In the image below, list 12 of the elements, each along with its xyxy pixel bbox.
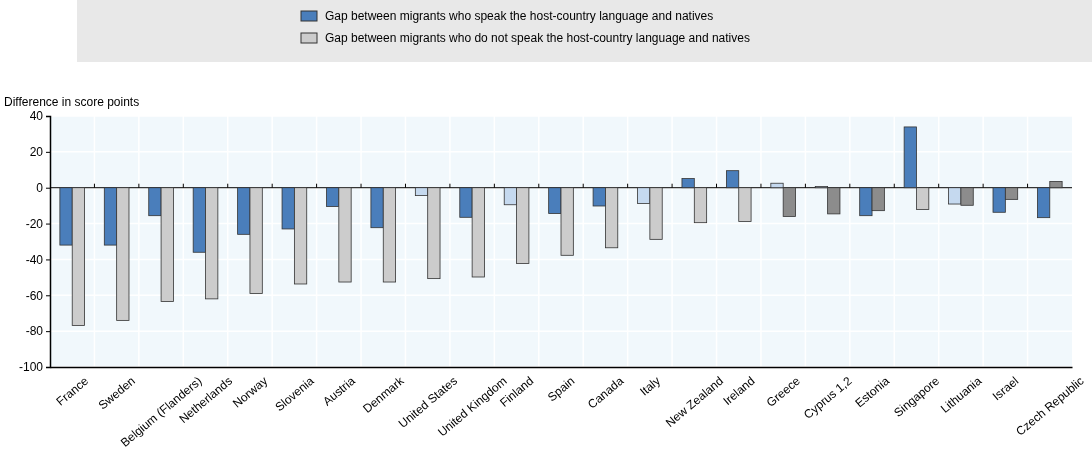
y-axis-title: Difference in score points	[4, 95, 140, 109]
y-tick-label: -20	[25, 216, 44, 231]
y-tick-label: -60	[25, 288, 44, 303]
y-tick-label: -80	[25, 324, 44, 339]
legend-label: Gap between migrants who do not speak the host-country language and natives	[325, 31, 750, 45]
y-tick-label: -100	[18, 360, 44, 375]
y-tick-label: -40	[25, 252, 44, 267]
y-tick-label: 20	[29, 145, 44, 160]
y-tick-label: 0	[36, 181, 44, 196]
legend-label: Gap between migrants who speak the host-country language and natives	[325, 9, 714, 23]
y-tick-label: 40	[29, 109, 44, 124]
x-tick-label: Italy	[637, 373, 663, 399]
